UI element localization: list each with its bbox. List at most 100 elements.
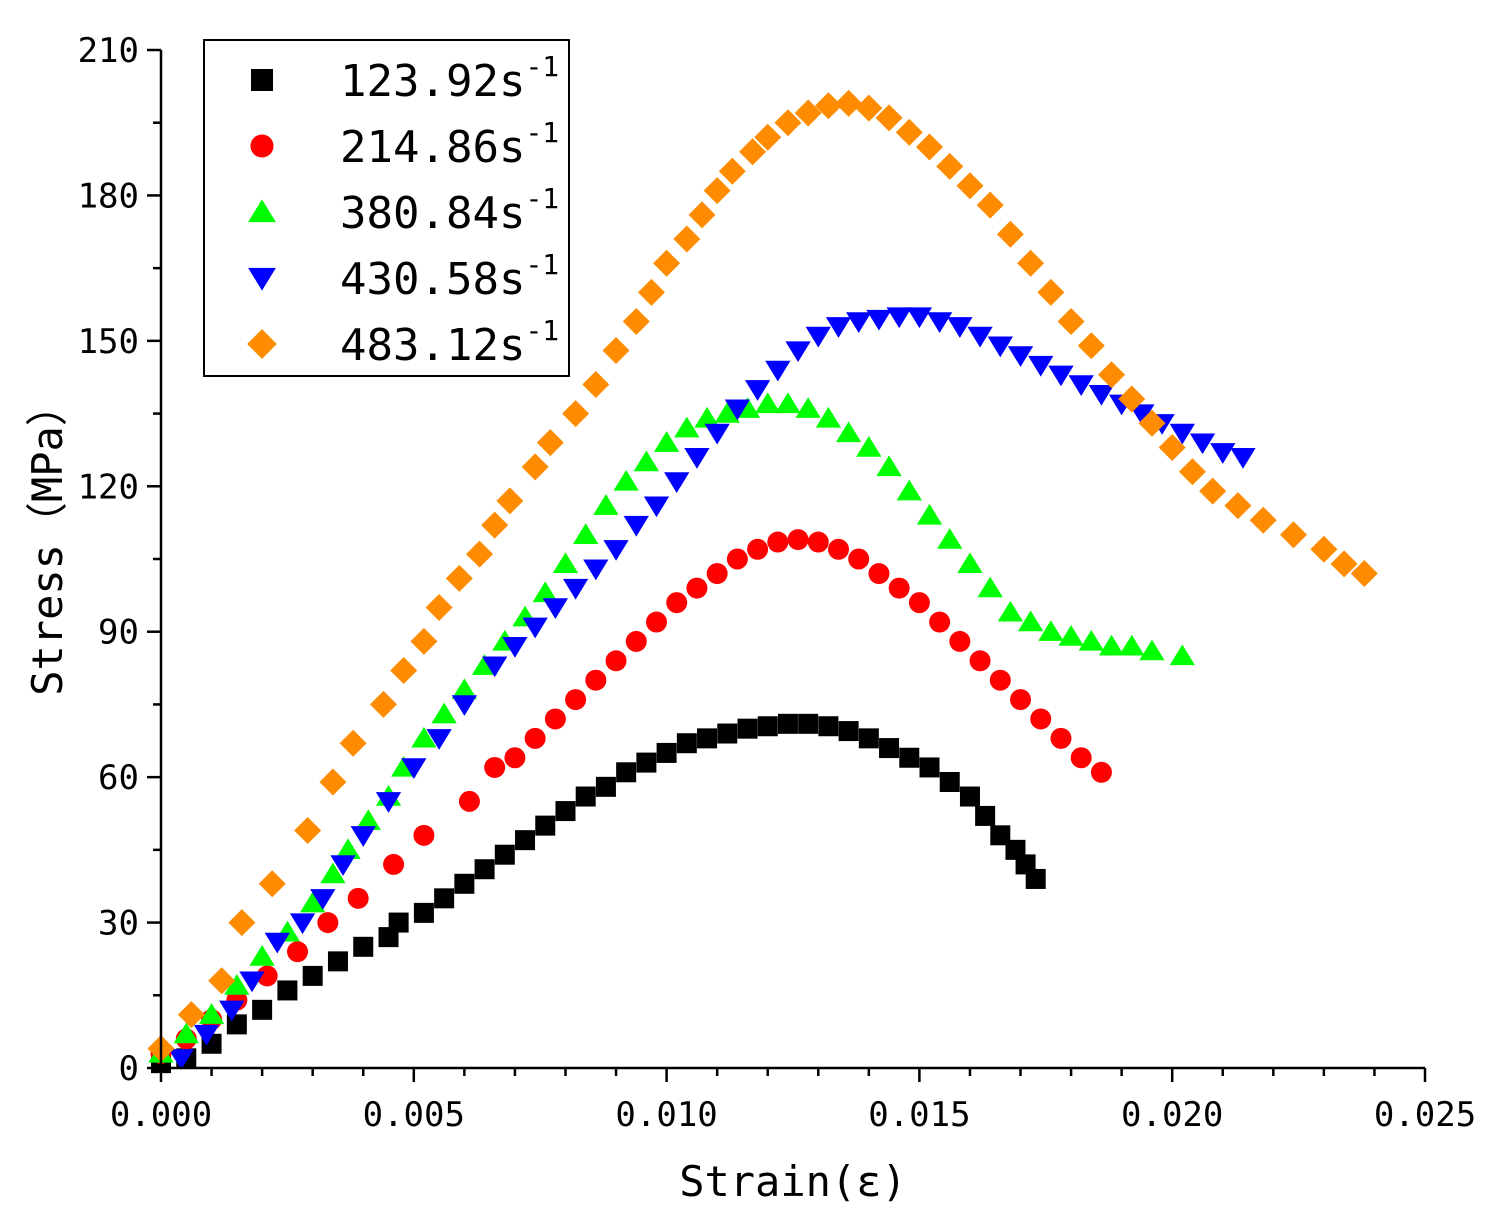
data-point <box>411 726 437 748</box>
data-point <box>573 523 599 544</box>
data-point <box>616 762 637 783</box>
data-point <box>805 326 831 348</box>
data-point <box>1189 433 1216 455</box>
data-point <box>919 757 940 778</box>
data-point <box>868 563 890 585</box>
data-point <box>1118 385 1146 413</box>
data-point <box>515 830 536 851</box>
legend-label: 483.12s-1 <box>340 314 559 371</box>
data-markers <box>147 89 1378 1074</box>
data-point <box>252 999 273 1020</box>
data-point <box>676 733 697 754</box>
data-point <box>1007 346 1034 367</box>
data-point <box>1090 761 1112 783</box>
legend-label-text: 380.84s <box>340 188 525 239</box>
data-point <box>603 540 629 561</box>
data-point <box>959 786 980 807</box>
series-4 <box>168 307 1256 1070</box>
data-point <box>1169 644 1195 666</box>
data-point <box>798 713 819 734</box>
data-point <box>602 337 630 365</box>
y-tick-label: 90 <box>98 613 139 653</box>
data-point <box>876 455 902 477</box>
data-point <box>413 902 434 923</box>
data-point <box>1057 307 1085 335</box>
data-point <box>1010 689 1032 711</box>
legend-label-superscript: -1 <box>525 248 559 281</box>
data-point <box>224 974 250 995</box>
legend-marker <box>248 267 276 291</box>
data-point <box>434 888 455 909</box>
data-point <box>335 838 361 860</box>
data-point <box>535 815 556 836</box>
data-point <box>1280 521 1308 549</box>
data-point <box>532 581 558 603</box>
series-1 <box>151 713 1046 1074</box>
data-point <box>879 738 900 759</box>
data-point <box>1070 747 1092 769</box>
data-point <box>264 932 290 954</box>
data-point <box>256 965 278 987</box>
data-point <box>198 1003 225 1024</box>
data-point <box>565 689 587 711</box>
data-point <box>339 729 367 757</box>
data-point <box>807 531 829 553</box>
data-point <box>300 891 326 913</box>
data-point <box>777 713 798 734</box>
data-point <box>474 859 495 880</box>
data-point <box>1028 355 1054 377</box>
data-point <box>425 593 453 621</box>
data-point <box>1169 423 1195 445</box>
data-point <box>739 138 767 166</box>
data-point <box>848 548 870 570</box>
data-point <box>1030 708 1052 730</box>
data-point <box>294 816 322 844</box>
x-tick-label: 0.000 <box>110 1095 212 1135</box>
data-point <box>815 406 842 428</box>
data-point <box>451 695 478 716</box>
data-point <box>916 133 944 161</box>
data-point <box>846 312 872 333</box>
data-point <box>1178 458 1206 486</box>
data-point <box>726 548 748 570</box>
data-point <box>249 945 275 966</box>
data-point <box>622 307 650 335</box>
data-point <box>1230 448 1256 469</box>
data-point <box>674 416 700 438</box>
data-point <box>636 752 657 773</box>
data-point <box>754 123 782 151</box>
data-point <box>496 487 524 515</box>
data-point <box>936 152 964 180</box>
data-point <box>794 99 822 127</box>
data-point <box>703 177 731 205</box>
data-point <box>502 637 528 658</box>
x-tick-label: 0.015 <box>868 1095 970 1135</box>
data-point <box>347 887 369 909</box>
data-point <box>795 397 821 418</box>
data-point <box>704 423 730 445</box>
data-point <box>320 862 346 884</box>
data-point <box>451 678 478 700</box>
data-point <box>536 429 564 457</box>
data-point <box>835 89 863 117</box>
data-point <box>504 747 526 769</box>
data-point <box>454 873 475 894</box>
data-point <box>976 191 1004 219</box>
legend-label: 430.58s-1 <box>340 248 559 305</box>
data-point <box>524 727 546 749</box>
data-point <box>327 951 348 972</box>
data-point <box>208 967 236 995</box>
data-point <box>287 941 309 963</box>
data-point <box>939 771 960 792</box>
legend-label: 214.86s-1 <box>340 116 559 173</box>
data-point <box>714 402 740 423</box>
data-point <box>239 971 265 993</box>
y-axis-title: Stress（MPa） <box>23 384 72 696</box>
data-point <box>1038 620 1064 641</box>
data-point <box>637 278 665 306</box>
legend-label-text: 430.58s <box>340 254 525 305</box>
data-point <box>929 611 951 633</box>
data-point <box>1350 560 1378 588</box>
x-axis-title: Strain(ε) <box>679 1157 907 1206</box>
data-point <box>542 598 569 619</box>
